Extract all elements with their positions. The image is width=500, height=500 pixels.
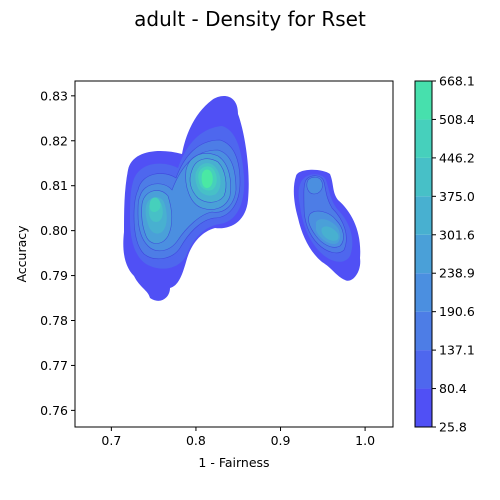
y-tick-label: 0.81 (40, 178, 68, 193)
colorbar-tick-label: 668.1 (439, 74, 475, 89)
colorbar-segment (415, 81, 432, 120)
colorbar-segment (415, 119, 432, 158)
colorbar-segment (415, 311, 432, 351)
colorbar-segment (415, 234, 432, 274)
colorbar-tick-label: 508.4 (439, 112, 475, 127)
x-tick-label: 0.9 (271, 433, 291, 448)
chart-title: adult - Density for Rset (134, 7, 366, 31)
y-tick-label: 0.83 (40, 88, 68, 103)
contour-level-6-right (321, 226, 339, 241)
y-tick-label: 0.78 (40, 313, 68, 328)
colorbar-segment (415, 196, 432, 235)
plot-frame (74, 80, 394, 428)
colorbar: 25.8 80.4 137.1 190.6 238.9 301.6 375.0 446.2 50… (414, 74, 475, 435)
colorbar-segment (415, 350, 432, 389)
colorbar-frame (414, 80, 433, 428)
density-contours (123, 96, 361, 301)
y-tick-label: 0.82 (40, 133, 68, 148)
colorbar-segment (415, 157, 432, 197)
x-tick-label: 0.7 (101, 433, 121, 448)
contour-level-4-right-top (306, 177, 323, 194)
x-axis: 0.7 0.8 0.9 1.0 (101, 427, 375, 448)
colorbar-tick-label: 190.6 (439, 304, 475, 319)
y-tick-label: 0.79 (40, 268, 68, 283)
x-tick-label: 1.0 (355, 433, 375, 448)
colorbar-tick-label: 446.2 (439, 150, 475, 165)
colorbar-tick-label: 25.8 (439, 420, 467, 435)
x-axis-label: 1 - Fairness (198, 455, 269, 470)
contour-level-8 (149, 197, 161, 212)
y-tick-label: 0.76 (40, 403, 68, 418)
x-tick-label: 0.8 (186, 433, 206, 448)
colorbar-tick-label: 301.6 (439, 227, 475, 242)
y-axis-label: Accuracy (14, 225, 29, 283)
colorbar-segment (415, 388, 432, 427)
colorbar-tick-label: 80.4 (439, 381, 467, 396)
colorbar-tick-label: 375.0 (439, 189, 475, 204)
colorbar-segment (415, 273, 432, 312)
colorbar-tick-label: 137.1 (439, 343, 475, 358)
contour-level-9-center (201, 169, 213, 188)
y-tick-label: 0.80 (40, 223, 68, 238)
y-axis: 0.76 0.77 0.78 0.79 0.80 0.81 0.82 0.83 (40, 88, 75, 418)
y-tick-label: 0.77 (40, 358, 68, 373)
colorbar-tick-label: 238.9 (439, 266, 475, 281)
